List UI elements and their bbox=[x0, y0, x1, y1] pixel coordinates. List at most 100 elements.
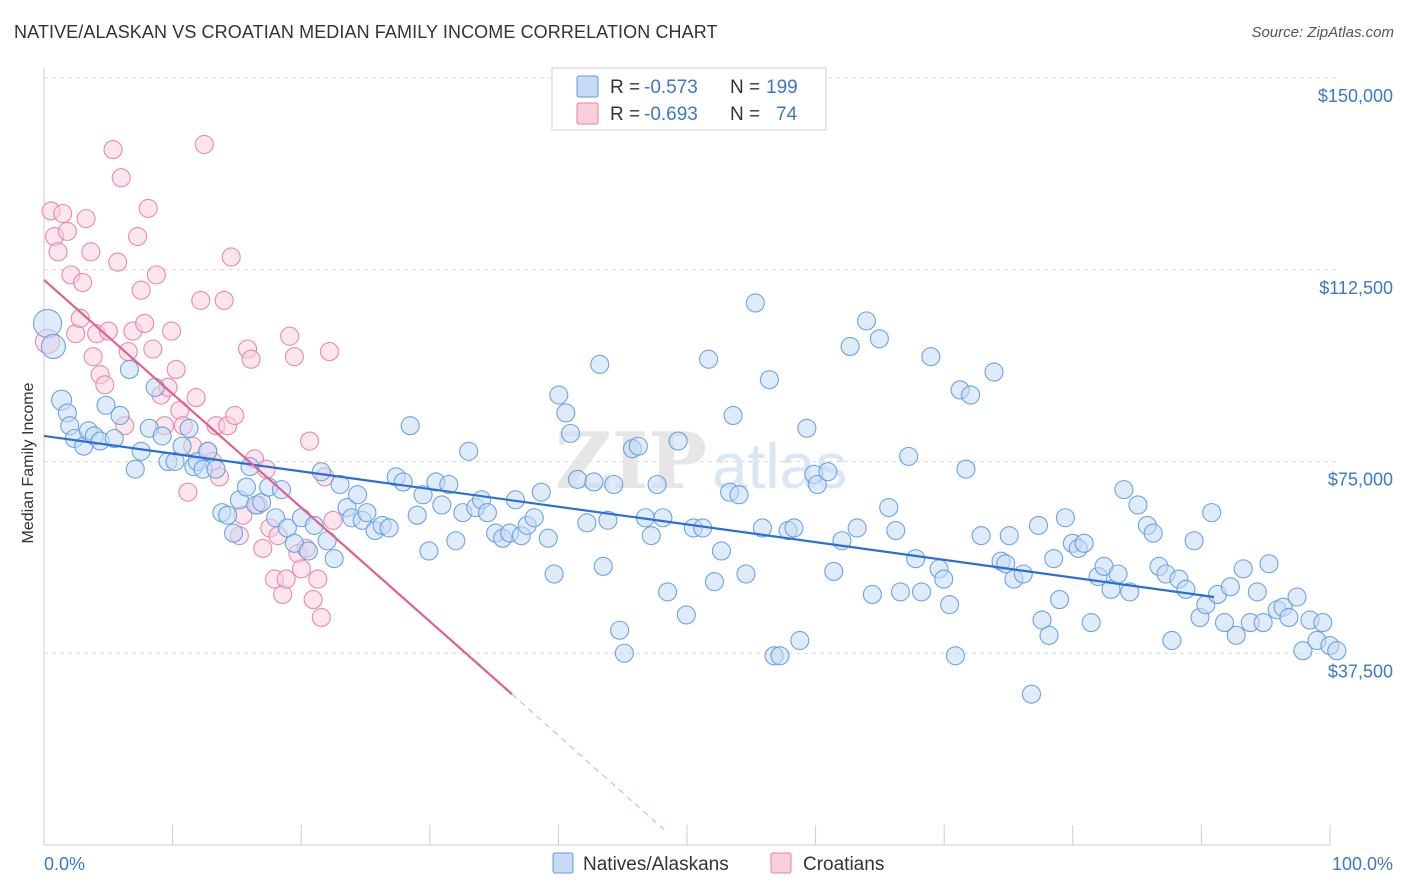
native-point bbox=[524, 508, 544, 528]
axes bbox=[43, 68, 1331, 846]
native-point bbox=[1313, 613, 1333, 633]
native-point bbox=[459, 441, 479, 461]
native-point bbox=[790, 630, 810, 651]
source-label: Source: ZipAtlas.com bbox=[1251, 24, 1394, 41]
native-point bbox=[560, 423, 581, 443]
native-point bbox=[1039, 625, 1059, 645]
croatian-point bbox=[83, 347, 103, 367]
native-point bbox=[236, 477, 256, 497]
native-point bbox=[921, 347, 941, 367]
native-point bbox=[1081, 613, 1101, 633]
x-tick-labels: 0.0% 100.0% bbox=[44, 854, 1393, 874]
native-point bbox=[1162, 630, 1182, 651]
native-point bbox=[1050, 590, 1070, 610]
y-axis-label: Median Family Income bbox=[20, 382, 37, 543]
native-point bbox=[1287, 587, 1307, 607]
native-point bbox=[668, 431, 688, 451]
native-trend-line bbox=[43, 434, 1215, 599]
croatian-point bbox=[194, 134, 214, 155]
native-point bbox=[357, 503, 377, 523]
native-point bbox=[862, 584, 882, 604]
native-point bbox=[956, 459, 976, 479]
native-point bbox=[999, 526, 1019, 546]
y-tick-labels: $37,500 $75,000 $112,500 $150,000 bbox=[1318, 86, 1393, 681]
native-point bbox=[906, 549, 926, 569]
croatian-point bbox=[291, 559, 311, 579]
legend-label-natives: Natives/Alaskans bbox=[583, 854, 729, 875]
croatian-point bbox=[53, 203, 73, 224]
croatian-point bbox=[108, 252, 128, 272]
croatian-point bbox=[253, 538, 273, 558]
native-point bbox=[1220, 577, 1240, 597]
native-point bbox=[590, 354, 610, 374]
native-point bbox=[676, 605, 696, 625]
legend-n-label: N = bbox=[730, 77, 760, 98]
series-natives-alaskans bbox=[32, 293, 1347, 704]
native-point bbox=[770, 646, 790, 666]
native-point bbox=[1074, 533, 1094, 553]
native-point bbox=[797, 418, 817, 438]
croatian-point bbox=[131, 280, 151, 300]
croatian-point bbox=[81, 242, 101, 262]
native-point bbox=[736, 564, 756, 584]
croatian-point bbox=[303, 590, 323, 610]
y-tick-label: $112,500 bbox=[1319, 278, 1393, 298]
native-point bbox=[379, 518, 399, 538]
native-point bbox=[419, 541, 439, 561]
native-point bbox=[745, 293, 765, 313]
native-point bbox=[614, 643, 634, 663]
legend-label-croatians: Croatians bbox=[803, 854, 884, 875]
legend-n-label: N = bbox=[730, 104, 760, 125]
croatian-point bbox=[276, 569, 296, 589]
croatian-point bbox=[319, 342, 340, 362]
native-point bbox=[432, 495, 452, 515]
native-point bbox=[145, 377, 165, 397]
native-point bbox=[984, 362, 1004, 382]
native-point bbox=[477, 503, 497, 523]
legend-top: R = -0.573 N = 199 R = -0.693 N = 74 bbox=[551, 67, 827, 131]
croatian-point bbox=[98, 321, 118, 341]
native-point bbox=[348, 485, 368, 505]
native-point bbox=[179, 418, 199, 438]
native-point bbox=[604, 474, 624, 495]
native-point bbox=[1184, 531, 1204, 551]
croatian-trend-line bbox=[43, 279, 513, 695]
native-point bbox=[658, 582, 678, 602]
native-point bbox=[847, 518, 867, 538]
native-point bbox=[1293, 641, 1313, 661]
native-point bbox=[856, 311, 877, 331]
native-point bbox=[1253, 613, 1273, 633]
native-point bbox=[824, 561, 844, 581]
native-point bbox=[1247, 582, 1267, 602]
native-point bbox=[818, 462, 838, 482]
legend-swatch-natives bbox=[552, 852, 574, 874]
native-point bbox=[886, 520, 906, 541]
croatian-point bbox=[221, 247, 241, 267]
native-point bbox=[393, 472, 413, 492]
native-point bbox=[911, 582, 932, 602]
croatian-point bbox=[76, 209, 96, 229]
croatian-point bbox=[300, 431, 320, 451]
grid-lines bbox=[44, 77, 1340, 654]
native-point bbox=[40, 333, 66, 360]
native-point bbox=[1128, 495, 1148, 515]
native-point bbox=[1233, 559, 1253, 579]
native-point bbox=[206, 459, 226, 479]
croatian-point bbox=[138, 198, 158, 218]
native-point bbox=[567, 469, 588, 489]
croatian-point bbox=[178, 482, 198, 502]
croatian-point bbox=[166, 359, 186, 380]
native-point bbox=[1259, 554, 1279, 574]
native-point bbox=[945, 646, 965, 666]
croatian-point bbox=[161, 321, 182, 341]
native-point bbox=[1202, 503, 1222, 523]
trend-lines bbox=[43, 279, 1215, 831]
native-point bbox=[899, 446, 919, 466]
native-point bbox=[304, 515, 324, 535]
legend-r-label: R = bbox=[610, 77, 640, 98]
croatian-point bbox=[241, 349, 261, 369]
croatian-point bbox=[118, 342, 138, 362]
croatian-point bbox=[225, 405, 245, 426]
native-point bbox=[549, 385, 569, 405]
